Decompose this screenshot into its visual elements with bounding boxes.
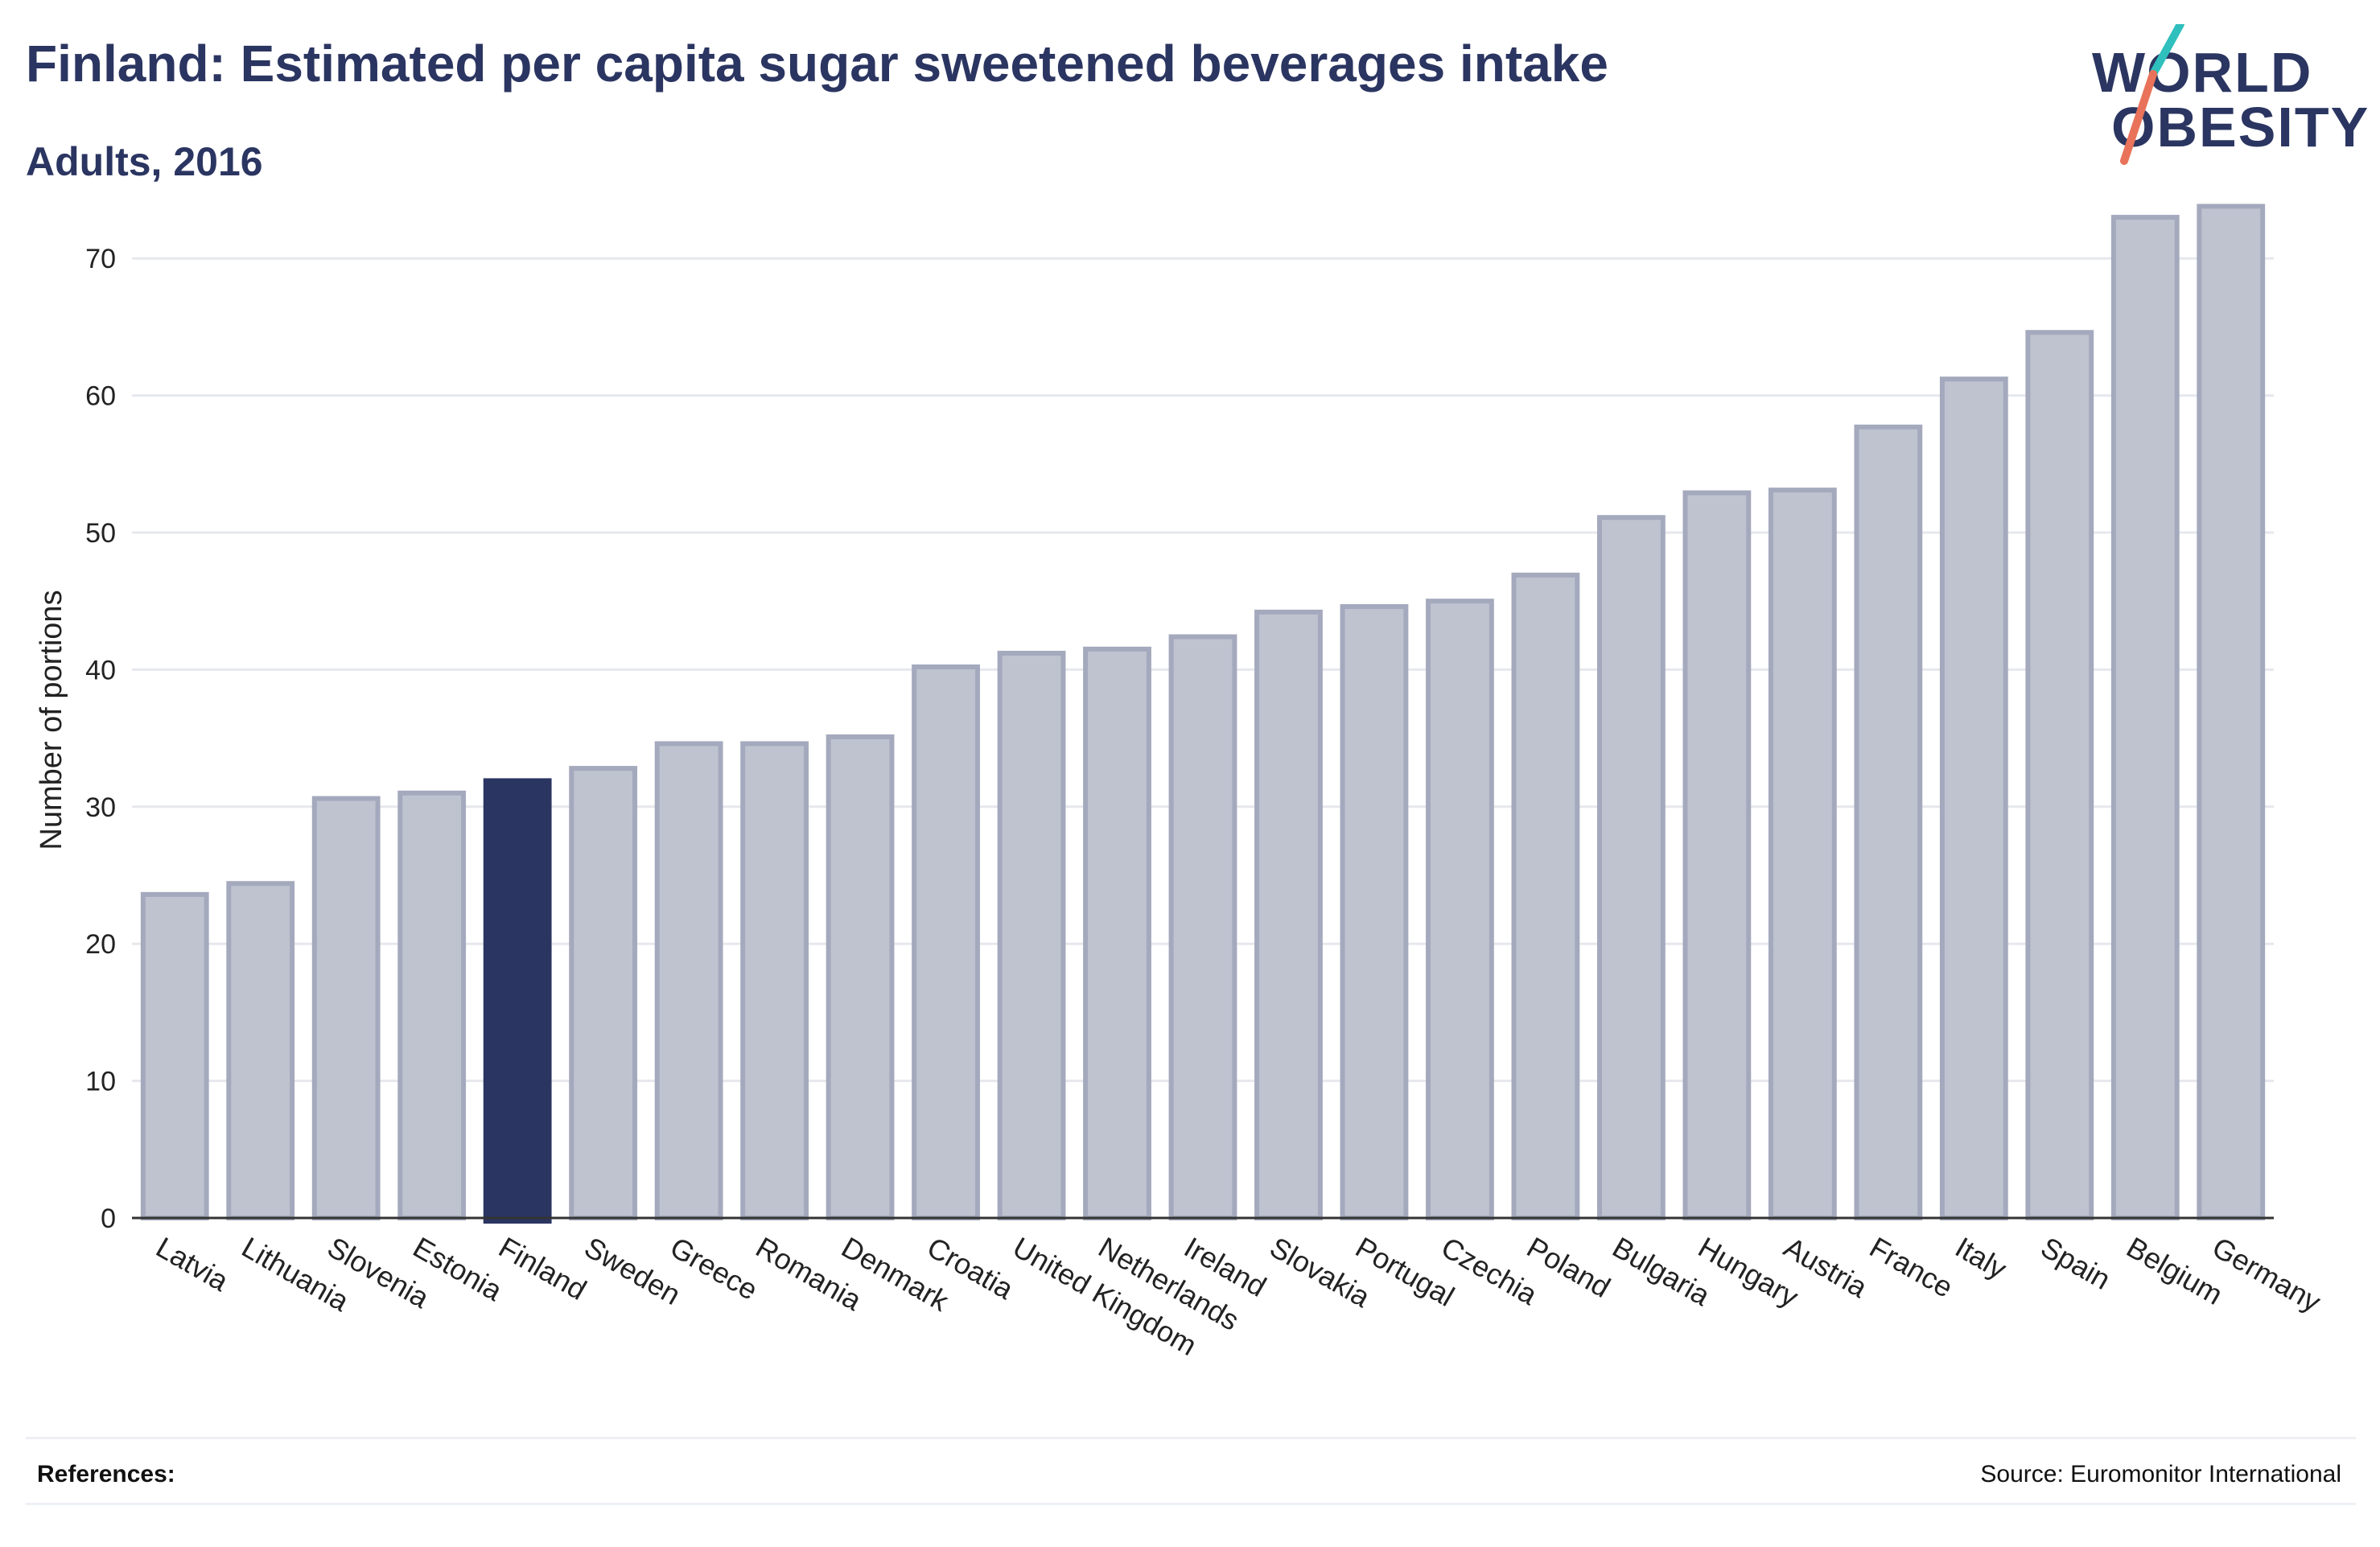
bar-finland — [483, 778, 552, 1224]
references-label: References: — [37, 1461, 175, 1487]
bar-sweden — [569, 766, 638, 1220]
bar-slovenia — [311, 796, 381, 1220]
bar-greece — [654, 741, 723, 1220]
bar-poland — [1511, 572, 1580, 1220]
world-obesity-logo: WORLD OBESITY — [2092, 24, 2368, 177]
y-tick-label: 30 — [85, 792, 116, 823]
bar-united-kingdom — [997, 650, 1066, 1220]
bar-france — [1854, 424, 1923, 1220]
footer-divider-bottom — [26, 1503, 2356, 1505]
x-tick-label: Greece — [665, 1230, 764, 1306]
bar-denmark — [826, 734, 895, 1220]
x-tick-label: Finland — [493, 1230, 592, 1306]
bar-germany — [2197, 204, 2266, 1220]
bar-croatia — [912, 664, 980, 1220]
x-tick-label: Bulgaria — [1607, 1230, 1716, 1312]
x-tick-label: Spain — [2036, 1230, 2116, 1296]
chart-title: Finland: Estimated per capita sugar swee… — [26, 35, 1608, 93]
bar-italy — [1939, 376, 2008, 1221]
chart-subtitle: Adults, 2016 — [26, 139, 263, 184]
y-tick-label: 20 — [85, 929, 116, 960]
bar-bulgaria — [1597, 515, 1666, 1220]
y-tick-label: 60 — [85, 381, 116, 412]
bar-belgium — [2110, 215, 2180, 1221]
x-tick-label: Latvia — [150, 1230, 235, 1298]
bar-czechia — [1426, 599, 1494, 1220]
bar-spain — [2025, 330, 2094, 1221]
x-tick-label: Czechia — [1435, 1230, 1543, 1311]
logo-text-line1: WORLD — [2092, 41, 2313, 104]
y-axis-label: Number of portions — [35, 590, 68, 850]
x-tick-label: France — [1864, 1230, 1959, 1304]
y-tick-label: 10 — [85, 1067, 116, 1097]
bar-austria — [1768, 488, 1837, 1220]
x-tick-label: Belgium — [2121, 1230, 2228, 1311]
y-tick-label: 40 — [85, 655, 116, 685]
y-tick-label: 70 — [85, 244, 116, 274]
bar-romania — [740, 741, 809, 1220]
bar-hungary — [1682, 490, 1752, 1220]
y-tick-label: 50 — [85, 518, 116, 549]
logo-slash-icon — [2120, 24, 2184, 165]
bar-slovakia — [1254, 609, 1323, 1220]
x-tick-label: Sweden — [579, 1230, 686, 1311]
source-note: Source: Euromonitor International — [1980, 1461, 2341, 1487]
bar-lithuania — [226, 881, 295, 1220]
bar-netherlands — [1083, 646, 1151, 1220]
logo-text-line2: OBESITY — [2111, 96, 2370, 158]
x-tick-label: Italy — [1950, 1230, 2012, 1286]
x-tick-label: Germany — [2207, 1230, 2327, 1319]
y-tick-label: 0 — [101, 1203, 116, 1234]
bar-latvia — [140, 891, 209, 1220]
footer-divider-top — [26, 1437, 2356, 1439]
bar-estonia — [397, 790, 467, 1220]
bar-ireland — [1168, 634, 1237, 1220]
bar-portugal — [1340, 604, 1409, 1220]
